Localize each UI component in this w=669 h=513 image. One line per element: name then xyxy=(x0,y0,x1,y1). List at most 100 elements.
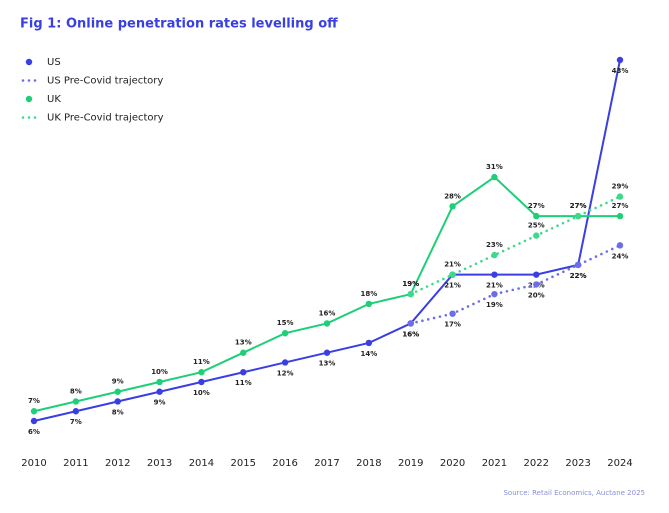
data-label: 21% xyxy=(444,261,461,269)
data-point xyxy=(72,408,80,415)
data-label: 21% xyxy=(486,282,503,290)
x-tick-label: 2021 xyxy=(482,458,507,469)
data-label: 15% xyxy=(277,319,294,327)
data-point xyxy=(156,378,163,386)
data-label: 10% xyxy=(151,368,168,376)
data-label: 23% xyxy=(486,241,503,249)
data-point xyxy=(114,398,121,405)
chart-title: Fig 1: Online penetration rates levellin… xyxy=(20,17,338,32)
x-tick-label: 2016 xyxy=(272,458,297,469)
data-label: 21% xyxy=(444,282,461,290)
data-point xyxy=(449,203,456,210)
series-line xyxy=(409,195,622,296)
data-point xyxy=(365,300,373,308)
data-point xyxy=(533,281,540,288)
data-label: 24% xyxy=(612,252,629,260)
data-label: 22% xyxy=(570,272,587,280)
data-label: 19% xyxy=(402,280,419,288)
x-tick-label: 2012 xyxy=(105,458,130,469)
legend-label: US Pre-Covid trajectory xyxy=(47,76,163,87)
data-label: 11% xyxy=(193,358,210,366)
data-label: 19% xyxy=(486,301,503,309)
data-label: 18% xyxy=(360,290,377,298)
x-tick-label: 2010 xyxy=(21,458,46,469)
data-point xyxy=(533,212,540,220)
data-point xyxy=(156,388,163,395)
data-point xyxy=(281,359,289,366)
data-label: 43% xyxy=(612,67,629,75)
x-tick-label: 2014 xyxy=(189,458,214,469)
data-point xyxy=(449,310,456,317)
data-point xyxy=(407,290,414,298)
data-label: 10% xyxy=(193,389,210,397)
series-line xyxy=(409,244,622,325)
data-point xyxy=(574,261,582,269)
x-tick-label: 2013 xyxy=(147,458,172,469)
data-label: 13% xyxy=(319,360,336,368)
x-tick-label: 2020 xyxy=(440,458,465,469)
data-point xyxy=(323,320,331,327)
x-tick-label: 2015 xyxy=(231,458,256,469)
data-point xyxy=(72,398,80,405)
data-label: 17% xyxy=(444,321,461,329)
data-label: 16% xyxy=(402,330,419,338)
data-label: 25% xyxy=(528,222,545,230)
x-tick-label: 2019 xyxy=(398,458,423,469)
x-tick-label: 2018 xyxy=(356,458,381,469)
data-label: 22% xyxy=(570,272,587,280)
source-note: Source: Retail Economics, Auctane 2025 xyxy=(503,489,645,497)
data-point xyxy=(616,242,624,249)
data-point xyxy=(240,349,247,356)
data-point xyxy=(533,271,540,278)
x-tick-label: 2023 xyxy=(565,458,590,469)
data-point xyxy=(574,212,582,220)
data-label: 7% xyxy=(70,418,82,426)
data-label: 27% xyxy=(612,202,629,210)
data-point xyxy=(198,378,205,386)
data-label: 12% xyxy=(277,369,294,377)
x-tick-label: 2024 xyxy=(607,458,632,469)
data-point xyxy=(114,388,121,395)
data-point xyxy=(198,369,205,376)
data-label: 14% xyxy=(360,350,377,358)
data-point xyxy=(491,290,498,298)
data-point xyxy=(491,251,498,259)
data-label: 27% xyxy=(570,202,587,210)
data-point xyxy=(407,320,414,327)
data-point xyxy=(30,408,38,415)
legend-label: UK xyxy=(47,94,61,105)
legend-label: US xyxy=(47,57,61,68)
legend-swatch xyxy=(25,95,33,103)
data-label: 13% xyxy=(235,339,252,347)
legend-swatch xyxy=(25,58,33,66)
data-label: 8% xyxy=(112,408,124,416)
data-label: 6% xyxy=(28,428,40,436)
data-point xyxy=(30,417,38,425)
data-label: 31% xyxy=(486,163,503,171)
data-label: 27% xyxy=(528,202,545,210)
data-label: 9% xyxy=(154,399,166,407)
x-tick-label: 2022 xyxy=(524,458,549,469)
x-tick-label: 2011 xyxy=(63,458,88,469)
data-label: 29% xyxy=(612,183,629,191)
data-point xyxy=(616,212,624,220)
data-label: 7% xyxy=(28,397,40,405)
data-point xyxy=(240,369,247,376)
data-point xyxy=(616,56,624,64)
data-point xyxy=(533,232,540,239)
data-point xyxy=(323,349,331,356)
data-label: 20% xyxy=(528,291,545,299)
data-label: 28% xyxy=(444,192,461,200)
x-tick-label: 2017 xyxy=(314,458,339,469)
data-point xyxy=(491,173,498,181)
data-label: 9% xyxy=(112,378,124,386)
data-label: 11% xyxy=(235,379,252,387)
data-point xyxy=(281,329,289,337)
data-label: 27% xyxy=(570,202,587,210)
data-label: 16% xyxy=(402,330,419,338)
data-point xyxy=(365,339,373,347)
data-label: 16% xyxy=(319,309,336,317)
data-label: 8% xyxy=(70,387,82,395)
